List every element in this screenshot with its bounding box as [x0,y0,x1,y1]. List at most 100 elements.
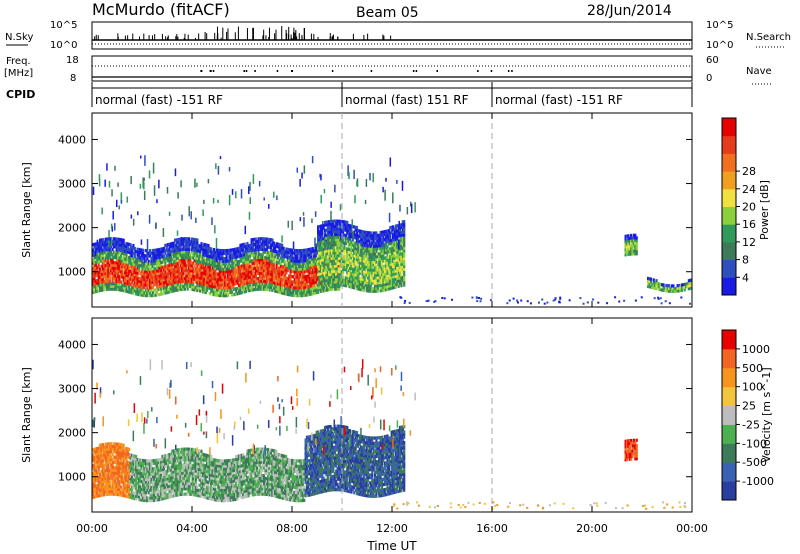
echo-cell [130,272,134,276]
echo-cell [332,283,335,287]
echo-cell [325,276,328,280]
echo-cell [151,270,154,274]
echo-cell [155,251,159,255]
echo-cell [199,289,202,293]
echo-cell [108,287,111,291]
echo-cell [387,239,391,243]
echo-cell [171,286,174,291]
echo-cell [364,259,367,264]
echo-cell [409,201,412,207]
echo-cell [308,266,312,270]
echo-cell [217,283,220,287]
echo-cell [333,272,336,276]
echo-cell [326,275,329,280]
echo-cell [160,276,163,280]
echo-cell [207,257,210,261]
echo-cell [281,280,284,284]
echo-cell [244,279,248,283]
echo-cell [330,238,334,242]
echo-cell [139,248,142,252]
echo-cell [403,254,406,258]
echo-cell [279,277,282,281]
echo-cell [398,252,402,256]
echo-cell [182,258,185,262]
echo-cell [164,251,167,255]
echo-cell [303,285,306,289]
echo-cell [243,258,246,262]
echo-cell [194,246,198,250]
echo-cell [186,284,189,289]
echo-cell [101,207,103,215]
echo-cell [265,282,268,286]
echo-cell [333,266,337,270]
echo-cell [387,266,391,270]
echo-cell [303,269,306,274]
echo-cell [118,264,121,268]
echo-cell [133,262,136,267]
echo-cell [203,261,206,265]
echo-cell [158,253,161,257]
echo-cell [143,259,146,263]
echo-cell [315,248,319,252]
echo-cell [661,288,664,292]
echo-cell [314,288,317,292]
echo-cell [441,296,444,299]
echo-cell [348,253,352,257]
echo-cell [333,238,336,242]
echo-cell [299,249,302,253]
echo-cell [348,250,352,254]
echo-cell [211,250,214,254]
echo-cell [323,239,327,243]
echo-cell [174,262,177,266]
echo-cell [98,270,102,274]
echo-cell [295,286,298,290]
echo-cell [289,280,292,284]
echo-cell [335,272,338,276]
echo-cell [342,283,345,287]
echo-cell [303,288,306,292]
echo-cell [380,254,384,258]
echo-cell [683,282,686,287]
echo-cell [93,463,96,467]
echo-cell [180,180,182,188]
echo-cell [631,236,634,240]
echo-cell [348,282,352,286]
echo-cell [153,269,156,274]
echo-cell [256,287,259,291]
echo-cell [196,288,199,292]
echo-cell [342,238,345,242]
echo-cell [368,241,371,246]
echo-cell [365,252,368,256]
echo-cell [360,232,363,236]
echo-cell [122,262,125,266]
echo-cell [136,284,139,288]
echo-cell [299,291,302,295]
echo-cell [318,230,321,234]
echo-cell [282,267,285,272]
echo-cell [154,267,157,271]
echo-cell [246,244,249,248]
echo-cell [268,264,271,268]
echo-cell [232,274,235,278]
echo-cell [196,238,199,242]
echo-cell [112,250,116,254]
echo-cell [326,230,329,235]
echo-cell [358,271,361,276]
echo-cell [98,267,102,271]
echo-cell [105,258,109,262]
echo-cell [379,257,382,261]
echo-cell [247,281,250,285]
echo-cell [240,291,243,295]
echo-cell [382,251,385,255]
echo-cell [123,289,127,293]
echo-cell [373,234,377,238]
echo-cell [212,266,216,270]
echo-cell [117,285,120,289]
echo-cell [394,266,397,271]
echo-cell [640,296,643,299]
echo-cell [196,182,198,187]
echo-cell [344,228,347,232]
echo-cell [210,255,213,259]
echo-cell [111,239,114,244]
echo-cell [304,269,307,273]
